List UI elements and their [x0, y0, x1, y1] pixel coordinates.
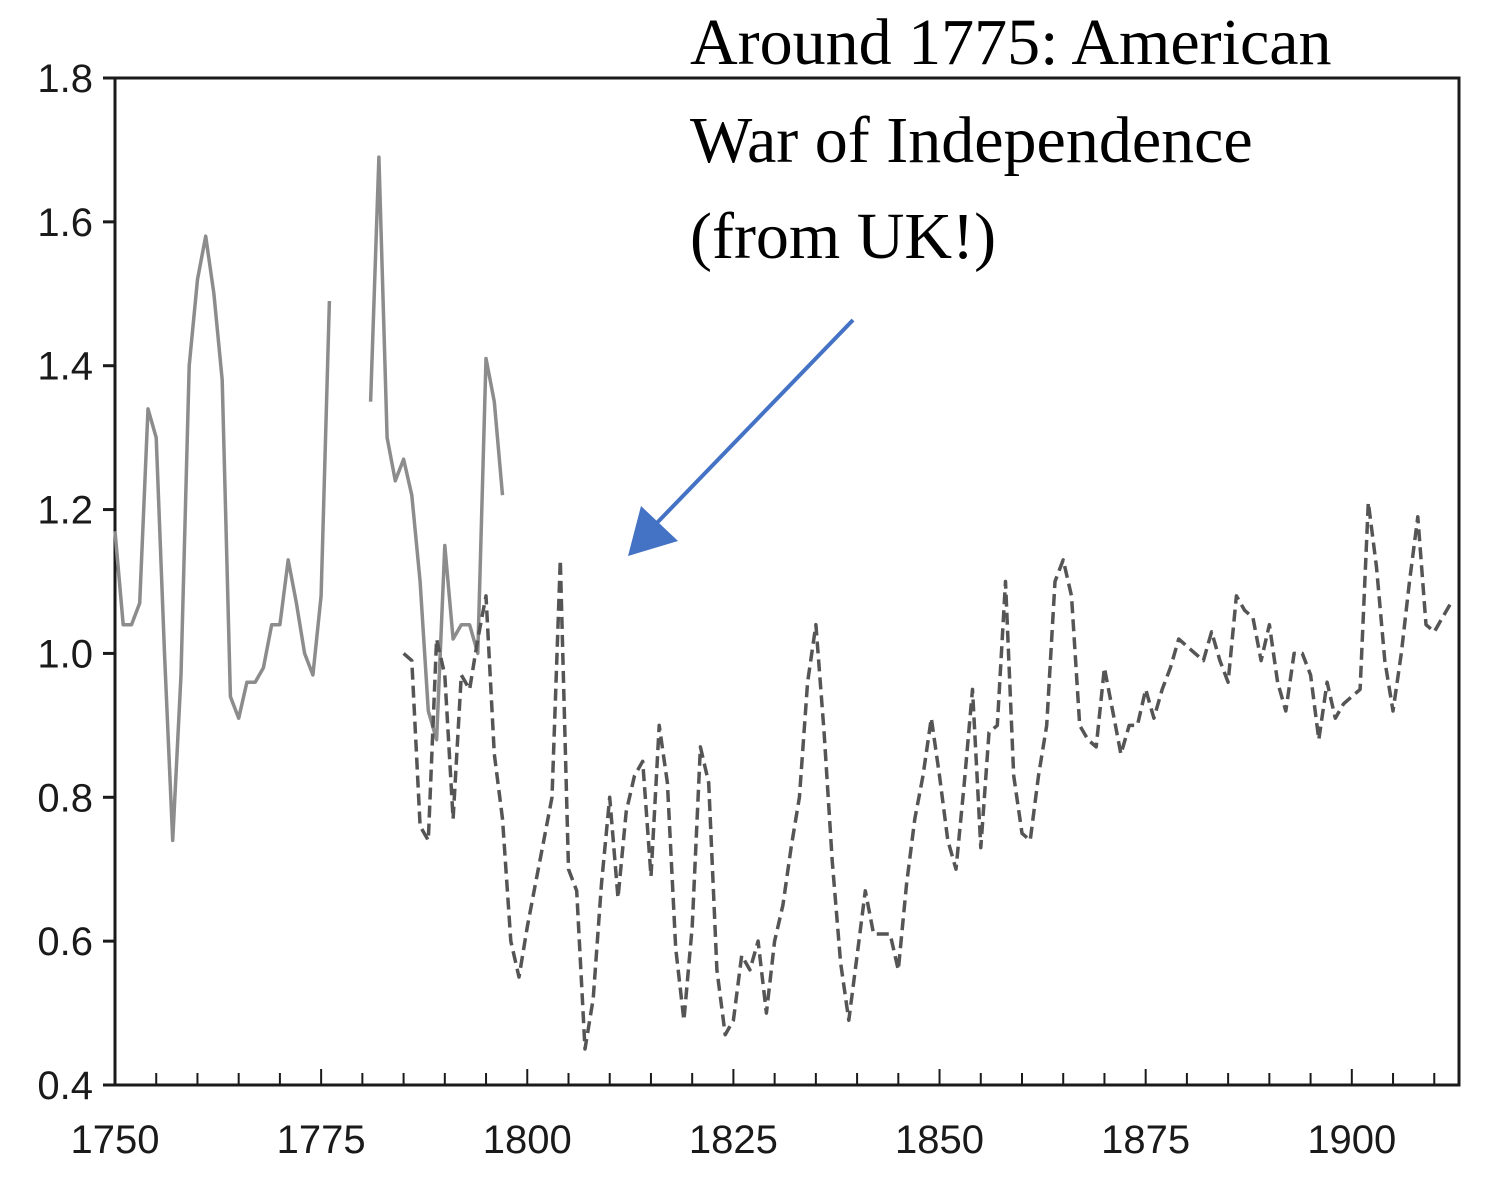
y-axis: 0.4 0.6 0.8 1.0 1.2 1.4 1.6 1.8 [37, 57, 115, 1108]
y-tick-label: 1.2 [37, 489, 93, 533]
y-tick-label: 0.4 [37, 1064, 93, 1108]
x-tick-label: 1775 [277, 1118, 366, 1162]
annotation-arrow-shaft [650, 318, 855, 530]
series-1-solid-gray-line [368, 155, 505, 742]
x-tick-label: 1800 [483, 1118, 572, 1162]
x-tick-label: 1750 [71, 1118, 160, 1162]
x-tick-label: 1875 [1101, 1118, 1190, 1162]
x-tick-label: 1900 [1307, 1118, 1396, 1162]
x-tick-label: 1850 [895, 1118, 984, 1162]
annotation-arrow-head [628, 506, 678, 556]
annotation-line-1: Around 1775: American [690, 6, 1332, 79]
y-tick-label: 0.8 [37, 776, 93, 820]
series-1-solid-gray-line [113, 234, 332, 843]
y-tick-label: 1.0 [37, 632, 93, 676]
x-axis: 1750 1775 1800 1825 1850 1875 1900 [71, 1069, 1436, 1162]
series-layer [113, 155, 1453, 1051]
annotation: Around 1775: American War of Independenc… [628, 6, 1332, 556]
y-tick-label: 0.6 [37, 920, 93, 964]
y-tick-label: 1.4 [37, 345, 93, 389]
annotation-line-2: War of Independence [690, 104, 1253, 177]
annotation-line-3: (from UK!) [690, 200, 996, 273]
plot-area [113, 76, 1461, 1087]
y-tick-label: 1.8 [37, 57, 93, 101]
series-2-dashed-line [402, 500, 1453, 1051]
x-tick-label: 1825 [689, 1118, 778, 1162]
y-tick-label: 1.6 [37, 201, 93, 245]
